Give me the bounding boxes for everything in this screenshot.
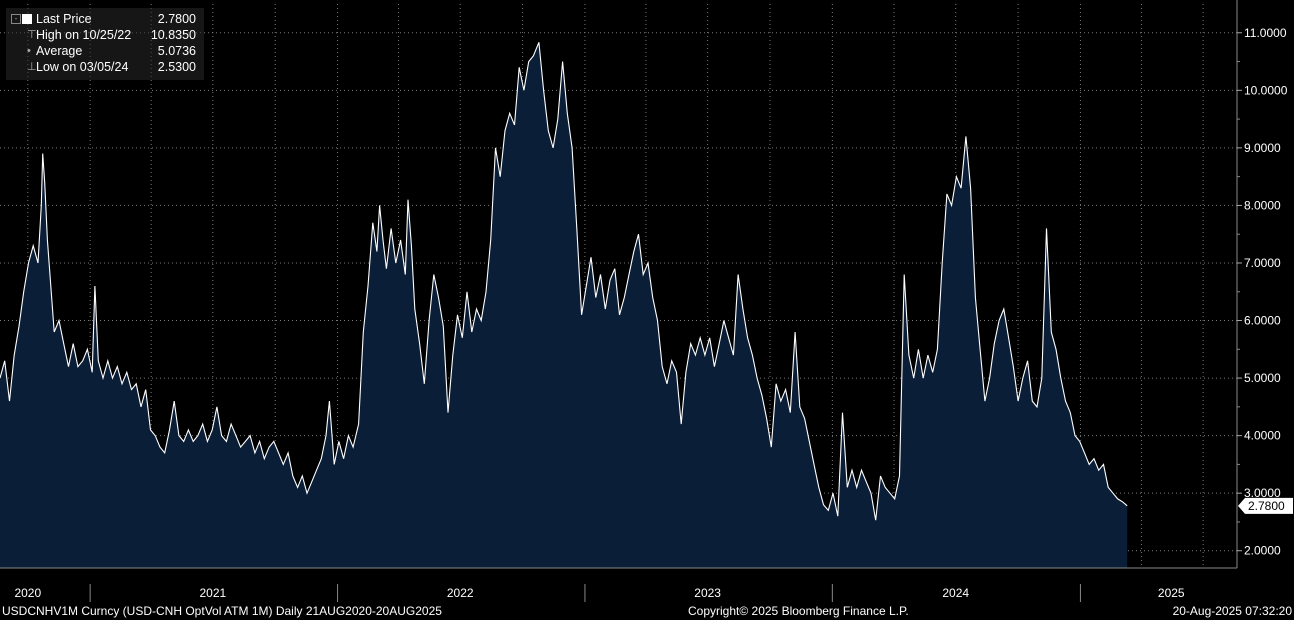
legend: - Last Price 2.7800 ⊤ High on 10/25/22 1… [6, 8, 204, 80]
y-tick-label: 8.0000 [1244, 198, 1281, 212]
footer-security-description: USDCNHV1M Curncy (USD-CNH OptVol ATM 1M)… [2, 604, 442, 618]
price-line [0, 42, 1128, 521]
legend-high-value: 10.8350 [150, 28, 196, 42]
x-tick-label: 2025 [1158, 586, 1185, 600]
x-tick-label: 2023 [694, 586, 721, 600]
legend-average-label: Average [36, 44, 83, 58]
low-marker-icon: ⊥ [27, 61, 37, 73]
legend-low-value: 2.5300 [157, 60, 196, 74]
collapse-toggle-icon[interactable]: - [11, 14, 21, 24]
legend-average-value: 5.0736 [157, 44, 196, 58]
y-tick-label: 5.0000 [1244, 371, 1281, 385]
y-tick-label: 6.0000 [1244, 314, 1281, 328]
footer-copyright: Copyright© 2025 Bloomberg Finance L.P. [688, 604, 909, 618]
y-tick-label: 11.0000 [1244, 26, 1287, 40]
last-price-tag-value: 2.7800 [1248, 499, 1285, 513]
legend-low-label: Low on 03/05/24 [36, 60, 129, 74]
legend-high-label: High on 10/25/22 [36, 28, 132, 42]
y-tick-label: 2.0000 [1244, 544, 1281, 558]
x-tick-label: 2022 [447, 586, 474, 600]
y-tick-label: 10.0000 [1244, 83, 1288, 97]
last-price-tag: 2.7800 [1238, 497, 1293, 514]
y-tick-label: 4.0000 [1244, 429, 1281, 443]
x-tick-label: 2020 [14, 586, 41, 600]
legend-row-last: - Last Price 2.7800 [6, 11, 204, 27]
y-tick-label: 3.0000 [1244, 486, 1281, 500]
last-price-tag-shape [1238, 497, 1293, 514]
legend-row-average: • Average 5.0736 [6, 43, 204, 59]
footer-timestamp: 20-Aug-2025 07:32:20 [1172, 604, 1292, 618]
legend-last-label: Last Price [36, 12, 92, 26]
legend-last-value: 2.7800 [157, 12, 196, 26]
y-tick-label: 9.0000 [1244, 141, 1281, 155]
x-tick-label: 2024 [942, 586, 969, 600]
legend-row-low: ⊥ Low on 03/05/24 2.5300 [6, 59, 204, 75]
y-tick-label: 7.0000 [1244, 256, 1281, 270]
average-marker-icon: • [27, 45, 31, 57]
x-axis: 2020 2021 2022 2023 2024 2025 [0, 567, 1237, 602]
high-marker-icon: ⊤ [27, 29, 37, 41]
last-price-swatch-icon [22, 14, 32, 24]
legend-row-high: ⊤ High on 10/25/22 10.8350 [6, 27, 204, 43]
x-tick-label: 2021 [199, 586, 226, 600]
area-fill [0, 42, 1128, 569]
y-axis: 2.0000 3.0000 4.0000 5.0000 6.0000 7.0000 8.00… [1236, 0, 1288, 568]
